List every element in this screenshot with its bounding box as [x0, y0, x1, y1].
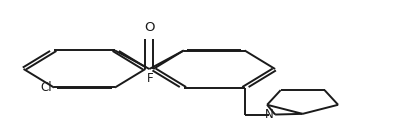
Text: N: N [265, 108, 274, 121]
Text: Cl: Cl [40, 81, 52, 94]
Text: O: O [144, 21, 154, 34]
Text: F: F [147, 72, 154, 85]
